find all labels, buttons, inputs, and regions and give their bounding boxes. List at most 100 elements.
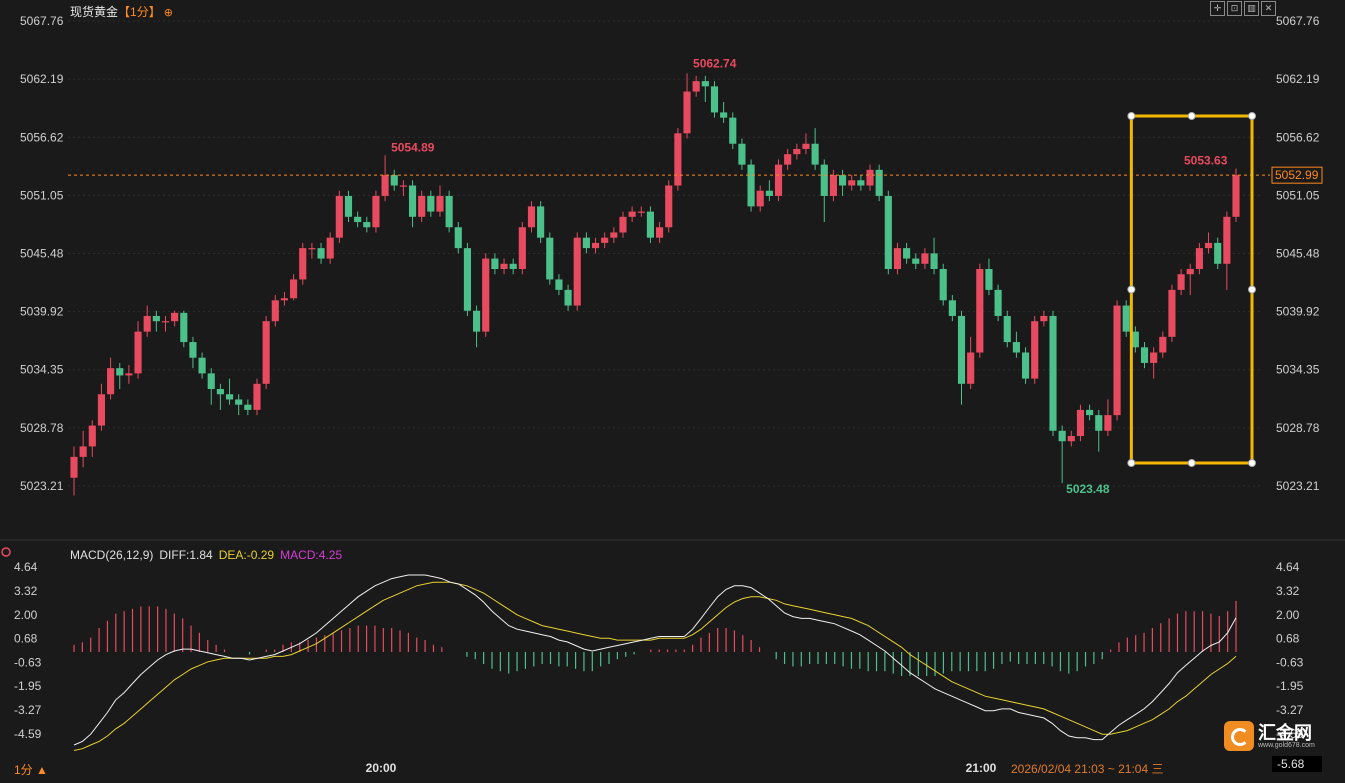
candle-body bbox=[1104, 415, 1112, 431]
candle-body bbox=[546, 237, 554, 280]
logo-subtext: www.gold678.com bbox=[1258, 741, 1315, 749]
macd-tick-label-right: -3.27 bbox=[1276, 703, 1304, 717]
time-axis-label: 20:00 bbox=[366, 761, 397, 775]
candle-body bbox=[189, 342, 197, 358]
candle-body bbox=[674, 133, 682, 186]
panel-icon[interactable]: ▥ bbox=[1244, 1, 1259, 16]
price-tick-label-right: 5023.21 bbox=[1276, 479, 1320, 493]
macd-diff-line bbox=[73, 574, 1237, 746]
candle-body bbox=[646, 211, 654, 238]
macd-diff-label: DIFF:1.84 bbox=[159, 548, 213, 562]
candle-body bbox=[308, 248, 316, 250]
candle-body bbox=[656, 227, 664, 238]
candle-body bbox=[207, 373, 215, 390]
macd-tick-label-left: 0.68 bbox=[14, 632, 38, 646]
macd-tick-label-left: -3.27 bbox=[14, 703, 42, 717]
selection-handle bbox=[1187, 112, 1196, 120]
candle-body bbox=[784, 154, 792, 165]
price-tick-label-right: 5067.76 bbox=[1276, 14, 1320, 28]
candle-body bbox=[774, 164, 783, 196]
candle-body bbox=[326, 237, 334, 259]
candle-body bbox=[628, 211, 636, 217]
candle-body bbox=[225, 394, 234, 400]
selection-handle bbox=[1248, 285, 1256, 294]
candle-body bbox=[948, 300, 956, 316]
macd-tick-label-left: -0.63 bbox=[14, 655, 42, 669]
candle-body bbox=[180, 312, 188, 343]
macd-tick-label-right: -1.95 bbox=[1276, 679, 1304, 693]
macd-tick-label-right: 4.64 bbox=[1276, 560, 1300, 574]
price-tick-label-left: 5045.48 bbox=[20, 247, 64, 261]
candle-body bbox=[1131, 331, 1139, 348]
candle-body bbox=[610, 232, 618, 238]
macd-title: MACD(26,12,9) bbox=[70, 548, 154, 562]
candle-body bbox=[720, 112, 728, 118]
candle-body bbox=[729, 117, 737, 144]
candle-body bbox=[280, 298, 289, 301]
instrument-title: 现货黄金 bbox=[70, 5, 119, 19]
candle-body bbox=[262, 321, 270, 384]
close-icon[interactable]: ✕ bbox=[1261, 1, 1276, 16]
macd-header: MACD(26,12,9) DIFF:1.84 DEA:-0.29 MACD:4… bbox=[70, 548, 342, 562]
candle-body bbox=[1150, 352, 1158, 363]
crosshair-icon[interactable]: ✛ bbox=[1210, 1, 1225, 16]
candle-body bbox=[976, 269, 984, 353]
price-tick-label-left: 5062.19 bbox=[20, 72, 64, 86]
candle-body bbox=[79, 446, 87, 457]
candle-body bbox=[537, 206, 545, 238]
candle-body bbox=[710, 86, 719, 113]
candle-body bbox=[820, 164, 828, 196]
macd-dea-label: DEA:-0.29 bbox=[218, 548, 275, 562]
candle-body bbox=[564, 289, 572, 306]
candle-body bbox=[216, 389, 224, 395]
candle-body bbox=[1058, 430, 1066, 442]
candle-body bbox=[912, 258, 920, 264]
period-label[interactable]: 【1分】 bbox=[118, 5, 161, 19]
candle-body bbox=[134, 331, 142, 374]
candle-body bbox=[1214, 242, 1222, 264]
candle-body bbox=[390, 175, 398, 186]
candle-body bbox=[793, 148, 801, 155]
target-icon[interactable]: ⊕ bbox=[163, 7, 173, 19]
candle-body bbox=[848, 180, 856, 186]
candle-body bbox=[1076, 409, 1085, 437]
time-axis-label: 21:00 bbox=[966, 761, 997, 775]
candle-body bbox=[143, 315, 151, 332]
candle-body bbox=[381, 175, 389, 196]
candle-body bbox=[665, 185, 673, 228]
candle-body bbox=[116, 368, 124, 376]
candle-body bbox=[88, 425, 96, 447]
candle-body bbox=[1021, 352, 1030, 379]
macd-tick-label-right: 0.68 bbox=[1276, 632, 1300, 646]
candle-body bbox=[747, 164, 755, 207]
candle-body bbox=[829, 175, 837, 196]
candle-body bbox=[921, 253, 929, 264]
zoom-icon[interactable]: ⊡ bbox=[1227, 1, 1242, 16]
candle-body bbox=[582, 237, 590, 249]
candle-body bbox=[235, 399, 243, 405]
macd-tick-label-right: 2.00 bbox=[1276, 608, 1300, 622]
candle-body bbox=[573, 237, 581, 306]
candle-body bbox=[1113, 305, 1121, 416]
candle-body bbox=[756, 190, 764, 207]
candle-body bbox=[1159, 336, 1167, 353]
chart-header: 现货黄金【1分】 ⊕ bbox=[70, 3, 173, 20]
candle-body bbox=[354, 216, 362, 223]
selection-handle bbox=[1248, 112, 1256, 120]
candle-body bbox=[601, 237, 609, 243]
price-tick-label-left: 5023.21 bbox=[20, 479, 64, 493]
price-tick-label-left: 5034.35 bbox=[20, 363, 64, 377]
candle-body bbox=[738, 143, 746, 165]
current-price-box bbox=[1271, 166, 1323, 184]
price-tick-label-right: 5045.48 bbox=[1276, 247, 1320, 261]
candle-body bbox=[244, 404, 252, 410]
candle-body bbox=[161, 321, 170, 323]
candle-body bbox=[363, 222, 371, 228]
time-range: 2026/02/04 21:03 ~ 21:04 三 bbox=[1011, 762, 1164, 776]
selection-handle bbox=[1127, 285, 1136, 294]
period-selector[interactable]: 1分 ▲ bbox=[14, 763, 48, 777]
candle-body bbox=[903, 248, 911, 259]
candle-body bbox=[1049, 315, 1057, 431]
